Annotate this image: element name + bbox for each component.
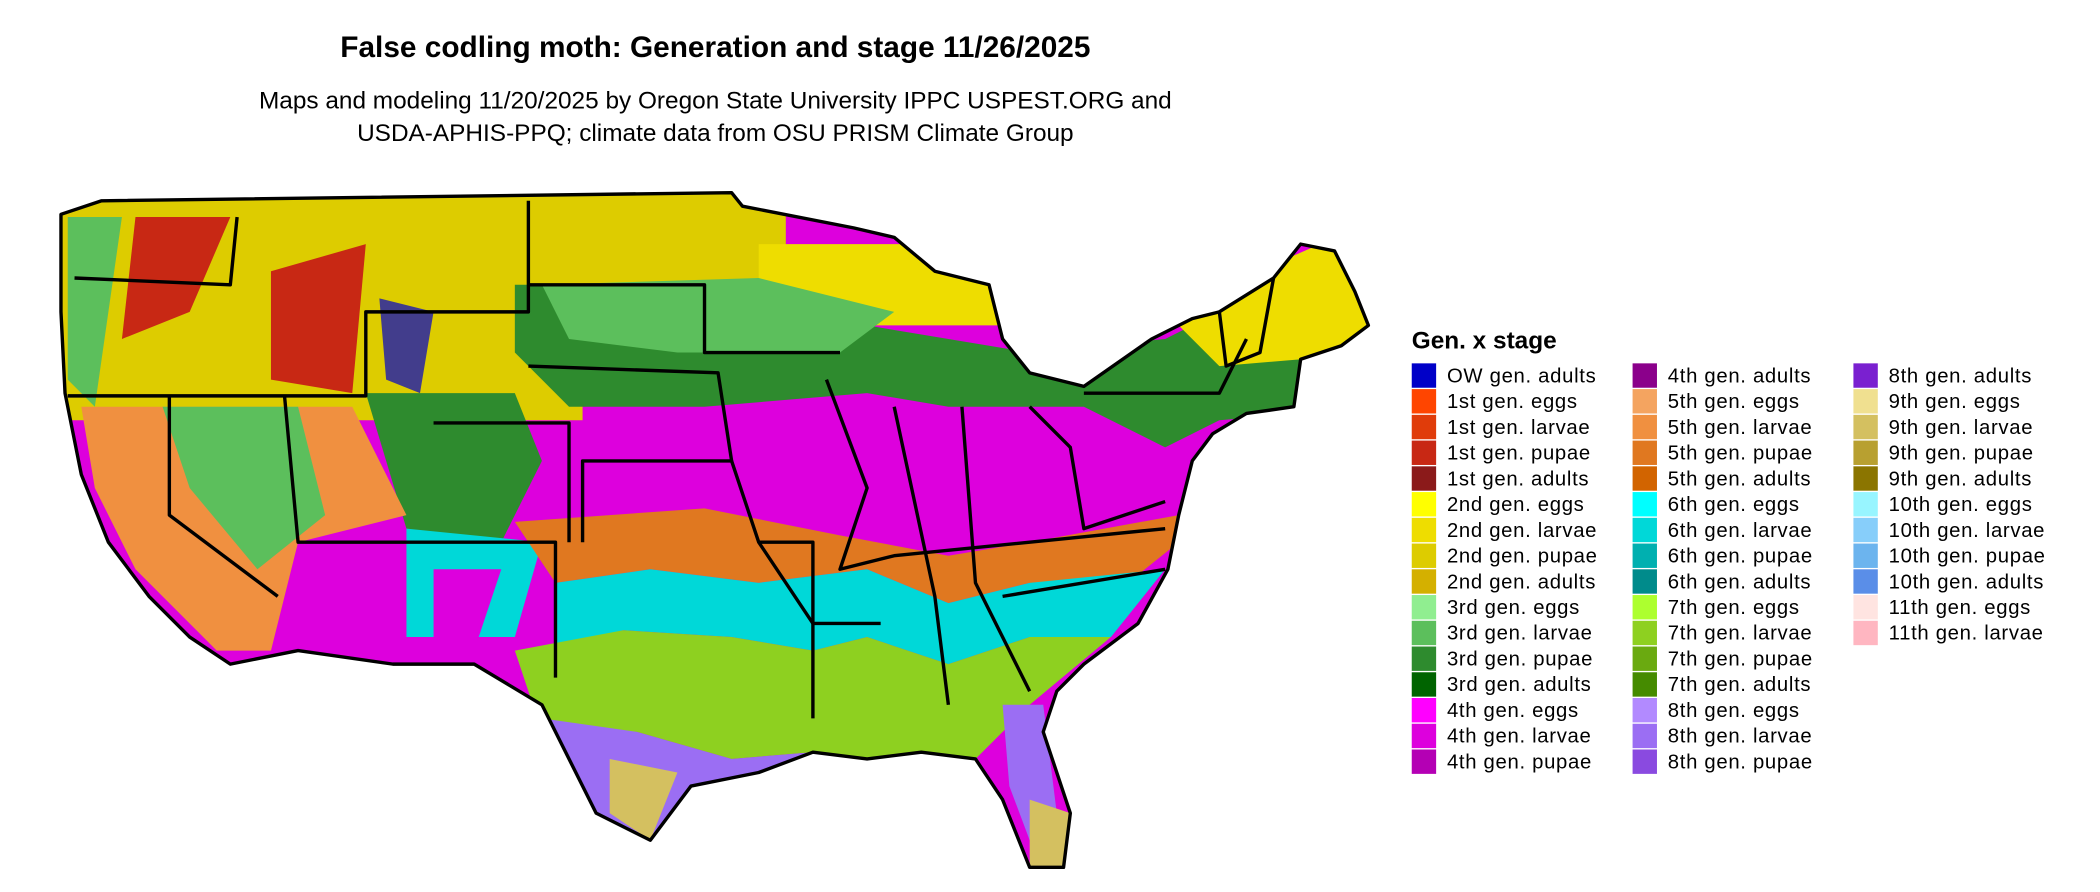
legend-swatch [1632,414,1657,440]
legend-swatch [1853,569,1878,594]
legend-swatch [1853,543,1878,568]
legend-label: 11th gen. larvae [1889,623,2044,645]
legend-label: 7th gen. pupae [1668,648,1813,670]
legend-swatch [1411,517,1437,543]
title: False codling moth: Generation and stage… [340,31,1090,64]
legend-label: 5th gen. eggs [1668,391,1800,413]
legend-label: OW gen. adults [1447,365,1596,387]
legend-swatch [1411,414,1437,440]
legend-label: 7th gen. larvae [1668,623,1813,645]
legend-label: 3rd gen. larvae [1447,623,1593,645]
legend-swatch [1411,466,1437,491]
legend-swatch [1853,466,1878,491]
legend-label: 5th gen. pupae [1668,443,1813,465]
legend-swatch [1853,363,1878,388]
legend-label: 5th gen. adults [1668,468,1811,490]
legend-label: 6th gen. pupae [1668,546,1813,568]
legend-label: 7th gen. eggs [1668,597,1800,619]
legend-swatch [1411,672,1437,697]
legend-label: 8th gen. adults [1889,365,2032,387]
legend-swatch [1411,749,1437,774]
legend-swatch [1411,389,1437,414]
legend-swatch [1411,698,1437,723]
legend-label: 10th gen. pupae [1889,546,2046,568]
legend-label: 4th gen. pupae [1447,751,1592,773]
legend-swatch [1632,569,1657,594]
legend-label: 2nd gen. adults [1447,571,1596,593]
legend-swatch [1632,543,1657,568]
legend-label: 8th gen. pupae [1668,751,1813,773]
legend-swatch [1411,363,1437,388]
legend-swatch [1632,363,1657,388]
legend-label: 9th gen. eggs [1889,391,2021,413]
legend-label: 11th gen. eggs [1889,597,2031,619]
legend-label: 9th gen. larvae [1889,417,2034,439]
legend-label: 10th gen. eggs [1889,494,2033,516]
legend-label: 10th gen. adults [1889,571,2044,593]
legend-swatch [1853,517,1878,543]
legend-swatch [1411,543,1437,568]
legend-swatch [1632,698,1657,723]
legend-swatch [1411,440,1437,465]
legend-swatch [1853,389,1878,414]
legend-label: 7th gen. adults [1668,674,1811,696]
legend-swatch [1853,492,1878,517]
legend-swatch [1632,517,1657,543]
legend-swatch [1632,646,1657,671]
legend-swatch [1632,672,1657,697]
legend-label: 3rd gen. adults [1447,674,1592,696]
legend-label: 10th gen. larvae [1889,520,2046,542]
legend-swatch [1632,595,1657,620]
legend-swatch [1411,569,1437,594]
legend-label: 9th gen. adults [1889,468,2032,490]
legend-label: 4th gen. eggs [1447,700,1579,722]
legend-swatch [1411,595,1437,620]
subtitle: Maps and modeling 11/20/2025 by Oregon S… [259,88,1172,115]
legend-label: 6th gen. larvae [1668,520,1813,542]
legend-label: 1st gen. larvae [1447,417,1590,439]
legend-swatch [1853,595,1878,620]
legend-swatch [1632,620,1657,646]
legend-swatch [1411,492,1437,517]
legend-swatch [1853,414,1878,440]
legend-label: 1st gen. adults [1447,468,1589,490]
legend-label: 9th gen. pupae [1889,443,2034,465]
legend-label: 1st gen. eggs [1447,391,1578,413]
legend-label: 6th gen. adults [1668,571,1811,593]
legend-label: 2nd gen. larvae [1447,520,1597,542]
legend-label: 4th gen. larvae [1447,726,1592,748]
legend-swatch [1411,646,1437,671]
legend-label: 4th gen. adults [1668,365,1811,387]
legend-swatch [1632,723,1657,749]
legend-label: 6th gen. eggs [1668,494,1800,516]
legend-label: 8th gen. larvae [1668,726,1813,748]
legend-swatch [1632,466,1657,491]
state-borders [59,190,1371,870]
legend-swatch [1632,440,1657,465]
legend-swatch [1411,723,1437,749]
legend-swatch [1632,749,1657,774]
legend-label: 1st gen. pupae [1447,443,1591,465]
legend-label: 3rd gen. pupae [1447,648,1593,670]
legend-title: Gen. x stage [1412,327,1557,354]
legend-swatch [1632,492,1657,517]
legend-label: 8th gen. eggs [1668,700,1800,722]
legend-label: 5th gen. larvae [1668,417,1813,439]
subtitle: USDA-APHIS-PPQ; climate data from OSU PR… [357,120,1074,147]
legend: OW gen. adults 1st gen. eggs 1st gen. larv… [1411,363,2046,774]
legend-label: 3rd gen. eggs [1447,597,1580,619]
legend-label: 2nd gen. pupae [1447,546,1598,568]
legend-swatch [1853,620,1878,646]
legend-swatch [1853,440,1878,465]
legend-swatch [1632,389,1657,414]
legend-label: 2nd gen. eggs [1447,494,1585,516]
legend-swatch [1411,620,1437,646]
